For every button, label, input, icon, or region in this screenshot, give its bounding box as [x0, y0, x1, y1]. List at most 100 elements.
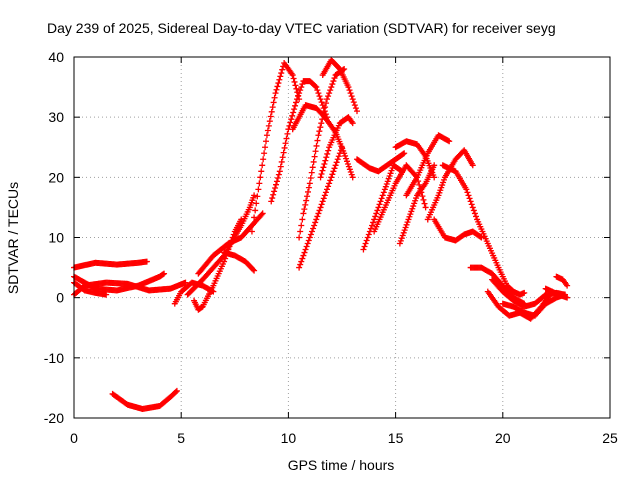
data-point [473, 213, 479, 220]
data-point [269, 104, 276, 111]
data-point [564, 294, 571, 301]
chart-title: Day 239 of 2025, Sidereal Day-to-day VTE… [47, 20, 556, 36]
data-point [344, 160, 351, 167]
data-point [321, 160, 328, 167]
data-point [347, 168, 354, 175]
data-point [314, 137, 321, 144]
data-point [292, 102, 299, 109]
data-point [466, 195, 473, 202]
data-point [369, 222, 376, 229]
data-point [278, 158, 285, 165]
data-point [564, 282, 571, 289]
y-tick-label: 20 [48, 169, 64, 185]
data-point [250, 221, 257, 228]
data-point [406, 213, 413, 220]
data-point [382, 183, 389, 190]
x-tick-label: 10 [281, 430, 297, 446]
data-point [363, 237, 370, 244]
data-point [293, 85, 300, 92]
data-point [273, 181, 280, 188]
data-point [289, 112, 296, 119]
data-point [305, 188, 312, 195]
data-point [264, 127, 271, 134]
data-point [373, 210, 380, 217]
data-point [384, 178, 391, 185]
data-point [300, 210, 307, 217]
data-point [325, 183, 332, 190]
data-point [470, 207, 477, 214]
data-point [248, 228, 255, 235]
data-point [431, 174, 438, 181]
data-point [468, 201, 475, 208]
data-point [364, 234, 371, 241]
data-point [375, 204, 382, 211]
data-point [267, 113, 274, 120]
data-point [374, 207, 381, 214]
data-point [464, 189, 471, 196]
data-point [326, 180, 333, 187]
data-point [284, 130, 291, 137]
data-point [350, 99, 357, 106]
data-point [263, 138, 270, 145]
y-tick-label: 40 [48, 49, 64, 65]
data-point [383, 181, 390, 188]
data-point [337, 147, 344, 154]
data-point [293, 96, 300, 103]
data-point [378, 195, 385, 202]
data-point [271, 188, 278, 195]
data-point [370, 219, 377, 226]
data-point [320, 164, 327, 171]
data-point [321, 192, 328, 199]
data-point [327, 177, 334, 184]
data-point [263, 132, 270, 139]
data-point [173, 387, 180, 394]
data-point [258, 211, 265, 218]
x-tick-label: 0 [70, 430, 78, 446]
data-point [345, 163, 352, 170]
data-point [322, 189, 329, 196]
data-point [262, 144, 269, 151]
x-tick-label: 20 [495, 430, 511, 446]
data-point [301, 206, 308, 213]
data-point [272, 90, 279, 97]
data-point [399, 232, 406, 239]
data-point [308, 228, 315, 235]
data-point [467, 198, 474, 205]
data-point [255, 186, 262, 193]
data-point [273, 178, 280, 185]
series-arc-10 [221, 249, 258, 274]
data-point [172, 388, 179, 395]
series-arc-17 [296, 144, 345, 271]
data-point [318, 99, 325, 106]
data-point [252, 207, 259, 214]
data-point [259, 162, 266, 169]
data-point [387, 170, 394, 177]
data-point [304, 193, 311, 200]
data-point [276, 76, 283, 83]
data-point [251, 192, 258, 199]
data-point [362, 240, 369, 247]
data-point [254, 193, 261, 200]
grid-lines [74, 57, 610, 418]
series-arc-29 [489, 276, 549, 310]
data-point [361, 243, 368, 250]
data-point [305, 237, 312, 244]
data-point [318, 201, 325, 208]
data-point [316, 207, 323, 214]
data-point [346, 87, 353, 94]
data-point [372, 213, 379, 220]
data-point [276, 168, 283, 175]
data-point [405, 216, 412, 223]
data-point [310, 225, 317, 232]
series-arc-34 [504, 282, 528, 298]
data-point [404, 219, 411, 226]
data-point [291, 106, 298, 113]
y-tick-label: -20 [44, 410, 64, 426]
data-point [352, 105, 359, 112]
x-tick-label: 15 [388, 430, 404, 446]
data-point [342, 152, 349, 159]
data-point [463, 186, 470, 193]
series-arc-16 [317, 114, 356, 181]
data-point [313, 216, 320, 223]
data-point [349, 120, 356, 127]
